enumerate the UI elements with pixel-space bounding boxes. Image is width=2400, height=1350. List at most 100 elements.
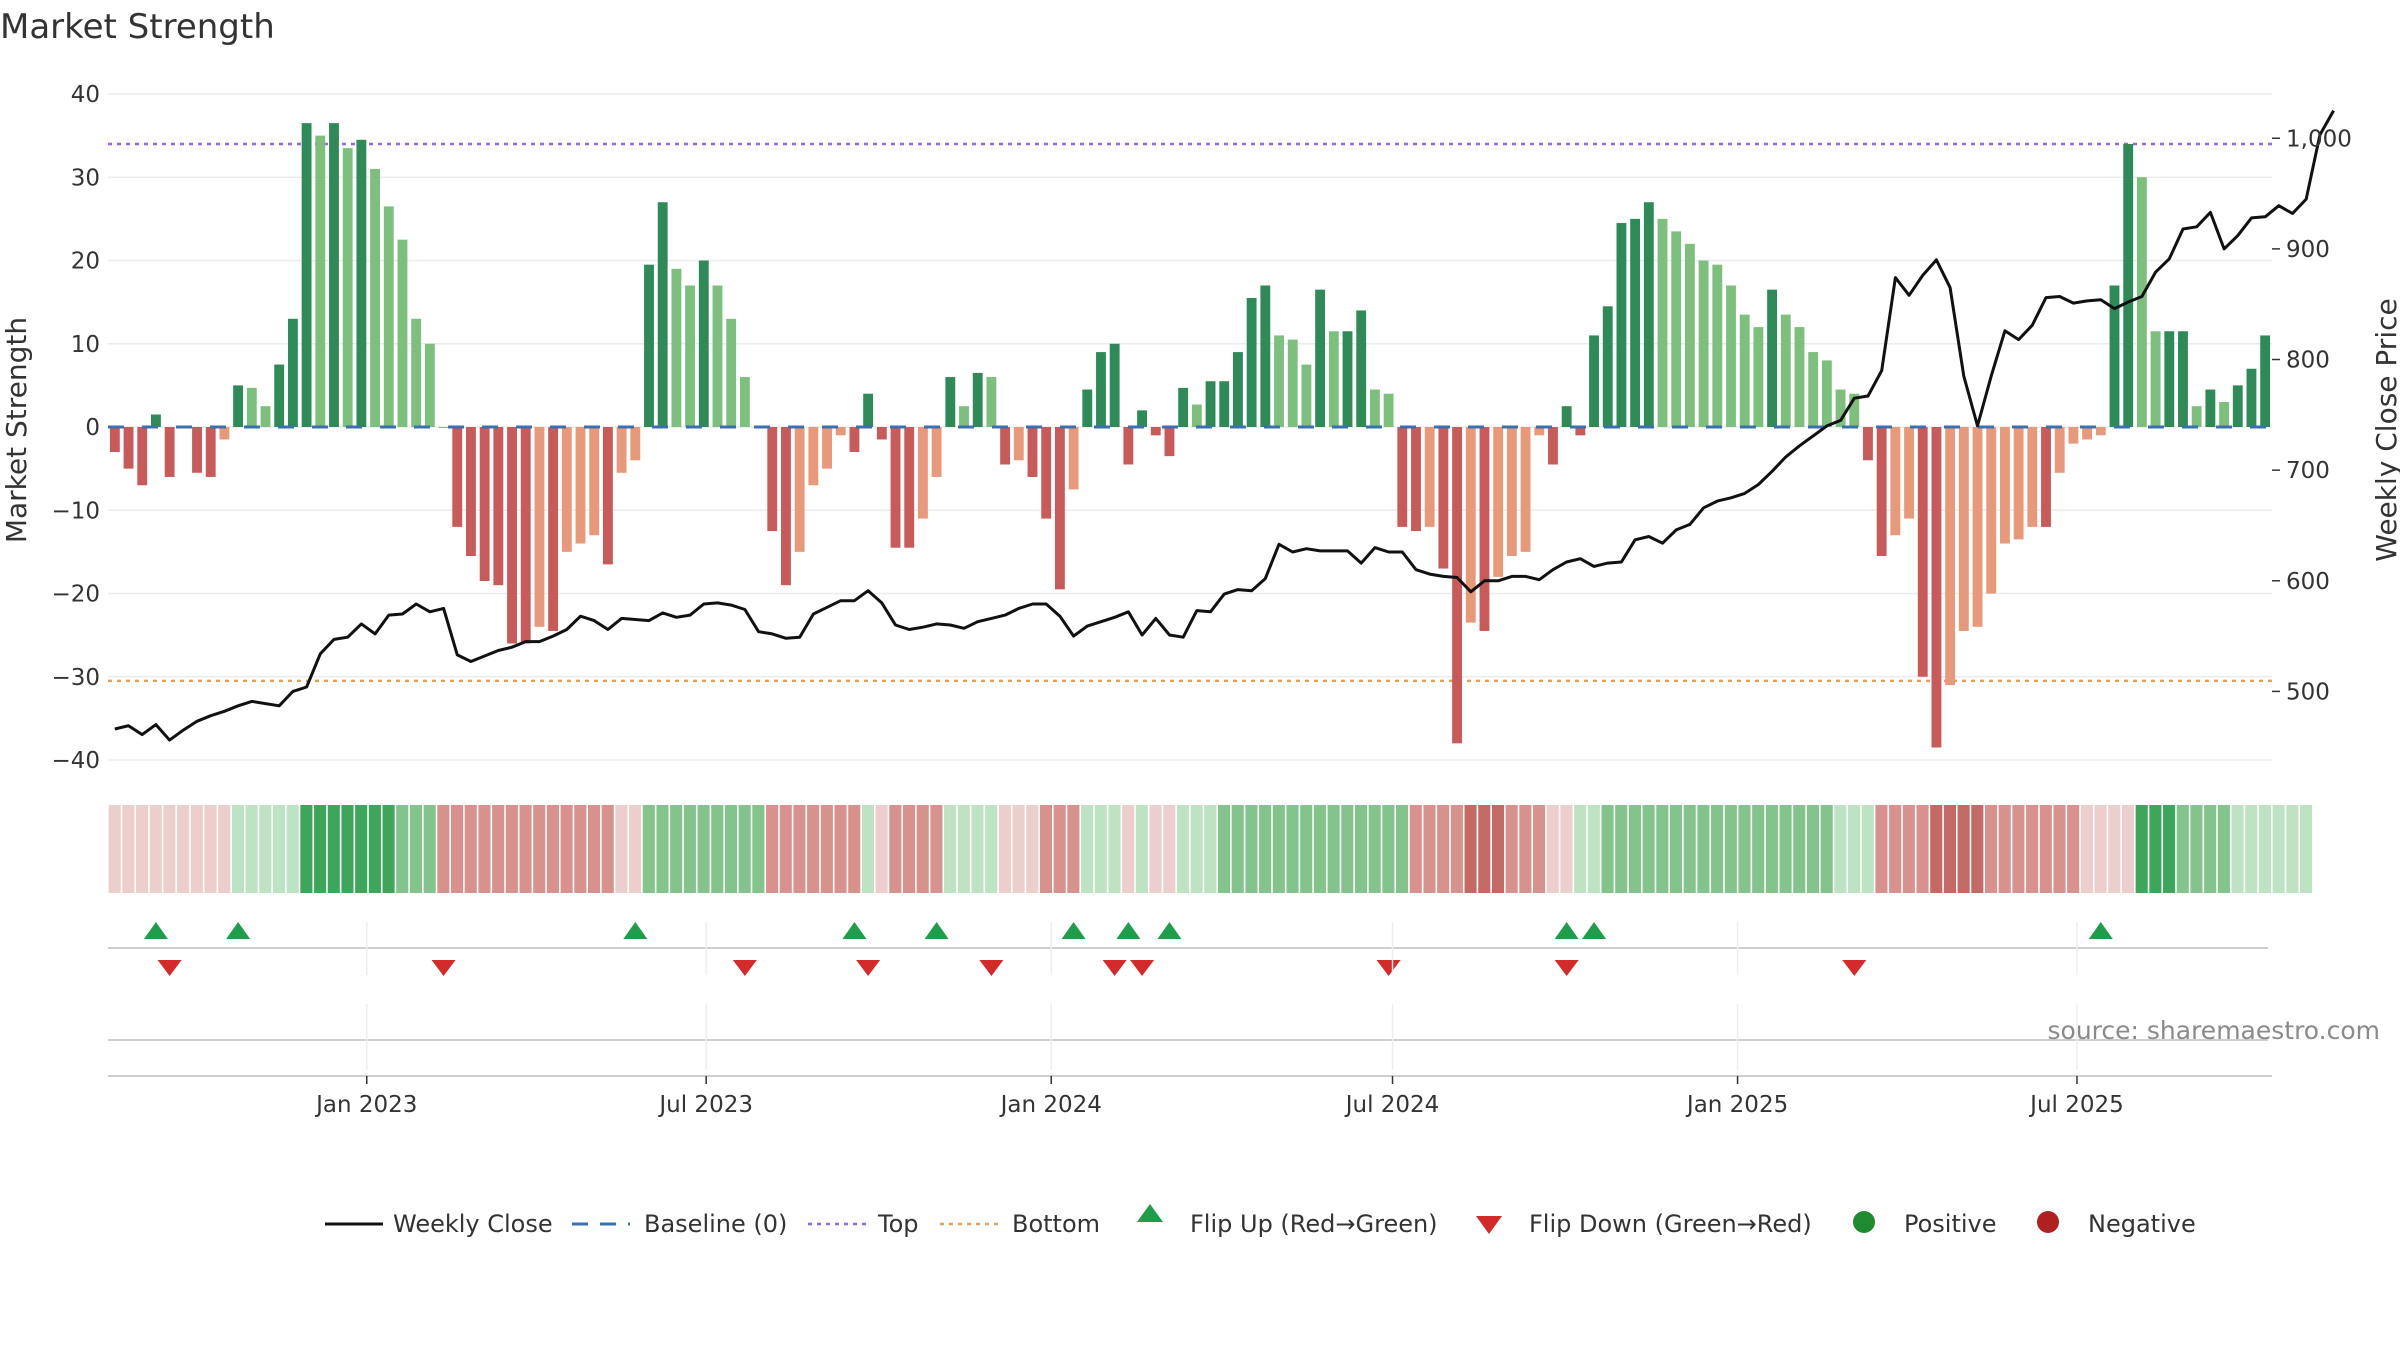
legend-item: Flip Up (Red→Green) bbox=[1137, 1204, 1438, 1238]
heat-cell bbox=[1848, 805, 1861, 893]
heat-cell bbox=[1149, 805, 1162, 893]
x-tick-label: Jan 2025 bbox=[1685, 1092, 1788, 1118]
legend-positive-swatch bbox=[1853, 1211, 1875, 1233]
legend-label: Negative bbox=[2088, 1210, 2196, 1238]
strength-bar bbox=[1397, 427, 1408, 527]
flip-down-marker bbox=[157, 960, 182, 976]
heat-cell bbox=[793, 805, 806, 893]
heat-cell bbox=[2299, 805, 2313, 893]
heat-cell bbox=[1574, 805, 1587, 893]
heat-cell bbox=[505, 805, 518, 893]
heat-cell bbox=[1423, 805, 1436, 893]
strength-bar bbox=[1712, 264, 1723, 427]
flip-up-marker bbox=[1116, 922, 1141, 939]
heat-cell bbox=[957, 805, 970, 893]
strength-bar bbox=[2109, 285, 2120, 427]
y-tick-label: 10 bbox=[71, 332, 100, 358]
flip-up-marker bbox=[1554, 922, 1579, 939]
y-tick-label: −30 bbox=[51, 665, 100, 691]
heat-cell bbox=[135, 805, 149, 893]
x-tick-label: Jul 2023 bbox=[657, 1092, 753, 1118]
legend-label: Baseline (0) bbox=[644, 1210, 787, 1238]
strength-bar bbox=[370, 168, 381, 428]
strength-bar bbox=[1616, 223, 1627, 427]
legend-label: Flip Down (Green→Red) bbox=[1529, 1210, 1812, 1238]
strength-bar bbox=[1356, 310, 1367, 427]
strength-bar bbox=[1575, 427, 1586, 436]
strength-bar bbox=[1520, 427, 1531, 552]
flip-up-marker bbox=[1061, 922, 1086, 939]
strength-bar bbox=[644, 264, 654, 427]
heat-cell bbox=[1231, 805, 1244, 893]
heat-cell bbox=[245, 805, 258, 893]
strength-bar bbox=[2232, 385, 2243, 427]
strength-bar bbox=[1383, 393, 1394, 427]
strength-bar bbox=[561, 427, 572, 552]
strength-bar bbox=[2164, 331, 2175, 427]
heat-cell bbox=[2039, 805, 2052, 893]
strength-bar bbox=[493, 427, 504, 586]
y-tick-label: 40 bbox=[71, 82, 100, 108]
strength-bar bbox=[1137, 410, 1147, 427]
strength-bar bbox=[1013, 427, 1024, 461]
strength-bar bbox=[739, 377, 750, 427]
heat-cell bbox=[587, 805, 601, 893]
strength-bar bbox=[397, 239, 408, 427]
strength-bar bbox=[2082, 427, 2093, 440]
strength-bar bbox=[274, 364, 285, 427]
heat-cell bbox=[560, 805, 573, 893]
flip-up-marker bbox=[924, 922, 949, 939]
flip-down-marker bbox=[1376, 960, 1401, 976]
strength-bar bbox=[1945, 427, 1956, 686]
heat-cell bbox=[1793, 805, 1806, 893]
strength-bar bbox=[205, 427, 216, 477]
heat-cell bbox=[327, 805, 340, 893]
strength-bar bbox=[1219, 381, 1230, 427]
strength-bar bbox=[1452, 427, 1463, 744]
heat-cell bbox=[1587, 805, 1600, 893]
strength-bar bbox=[835, 427, 846, 436]
heat-cell bbox=[670, 805, 683, 893]
heat-cell bbox=[492, 805, 505, 893]
heat-cell bbox=[1601, 805, 1614, 893]
heat-cell bbox=[1916, 805, 1929, 893]
heat-cell bbox=[889, 805, 902, 893]
heat-cell bbox=[163, 805, 176, 893]
heat-cell bbox=[314, 805, 327, 893]
heat-cell bbox=[2067, 805, 2080, 893]
strength-bar bbox=[1767, 289, 1778, 427]
x-axis-ticks: Jan 2023 Jul 2023 Jan 2024 Jul 2024 Jan 2025… bbox=[314, 922, 2124, 1118]
heat-cell bbox=[1546, 805, 1559, 893]
heat-cell bbox=[409, 805, 423, 893]
heat-cell bbox=[1217, 805, 1231, 893]
heat-cell bbox=[875, 805, 888, 893]
heat-cell bbox=[834, 805, 847, 893]
strength-bar bbox=[931, 427, 942, 477]
heat-cell bbox=[930, 805, 943, 893]
flip-down-marker bbox=[1102, 960, 1127, 976]
heat-cell bbox=[1176, 805, 1189, 893]
heat-cell bbox=[2190, 805, 2203, 893]
y2-tick-label: 500 bbox=[2286, 679, 2330, 705]
legend-label: Weekly Close bbox=[393, 1210, 553, 1238]
heat-cell bbox=[149, 805, 162, 893]
strength-bar bbox=[671, 268, 682, 427]
y-axis-label: Market Strength bbox=[0, 317, 33, 543]
heat-cell bbox=[2149, 805, 2162, 893]
heat-cell bbox=[1519, 805, 1532, 893]
heat-cell bbox=[1765, 805, 1778, 893]
x-tick-label: Jul 2024 bbox=[1344, 1092, 1440, 1118]
heat-cell bbox=[1094, 805, 1107, 893]
strength-bar bbox=[520, 427, 531, 644]
heat-cell bbox=[697, 805, 710, 893]
strength-bar bbox=[2041, 427, 2051, 527]
heat-cell bbox=[601, 805, 614, 893]
strength-bar bbox=[356, 139, 367, 427]
x-tick-label: Jul 2025 bbox=[2028, 1092, 2124, 1118]
strength-bar bbox=[589, 427, 600, 536]
heat-cell bbox=[1081, 805, 1094, 893]
heat-cell bbox=[1163, 805, 1176, 893]
flip-up-marker bbox=[143, 922, 168, 939]
strength-bar bbox=[685, 285, 696, 427]
heat-cell bbox=[2231, 805, 2244, 893]
